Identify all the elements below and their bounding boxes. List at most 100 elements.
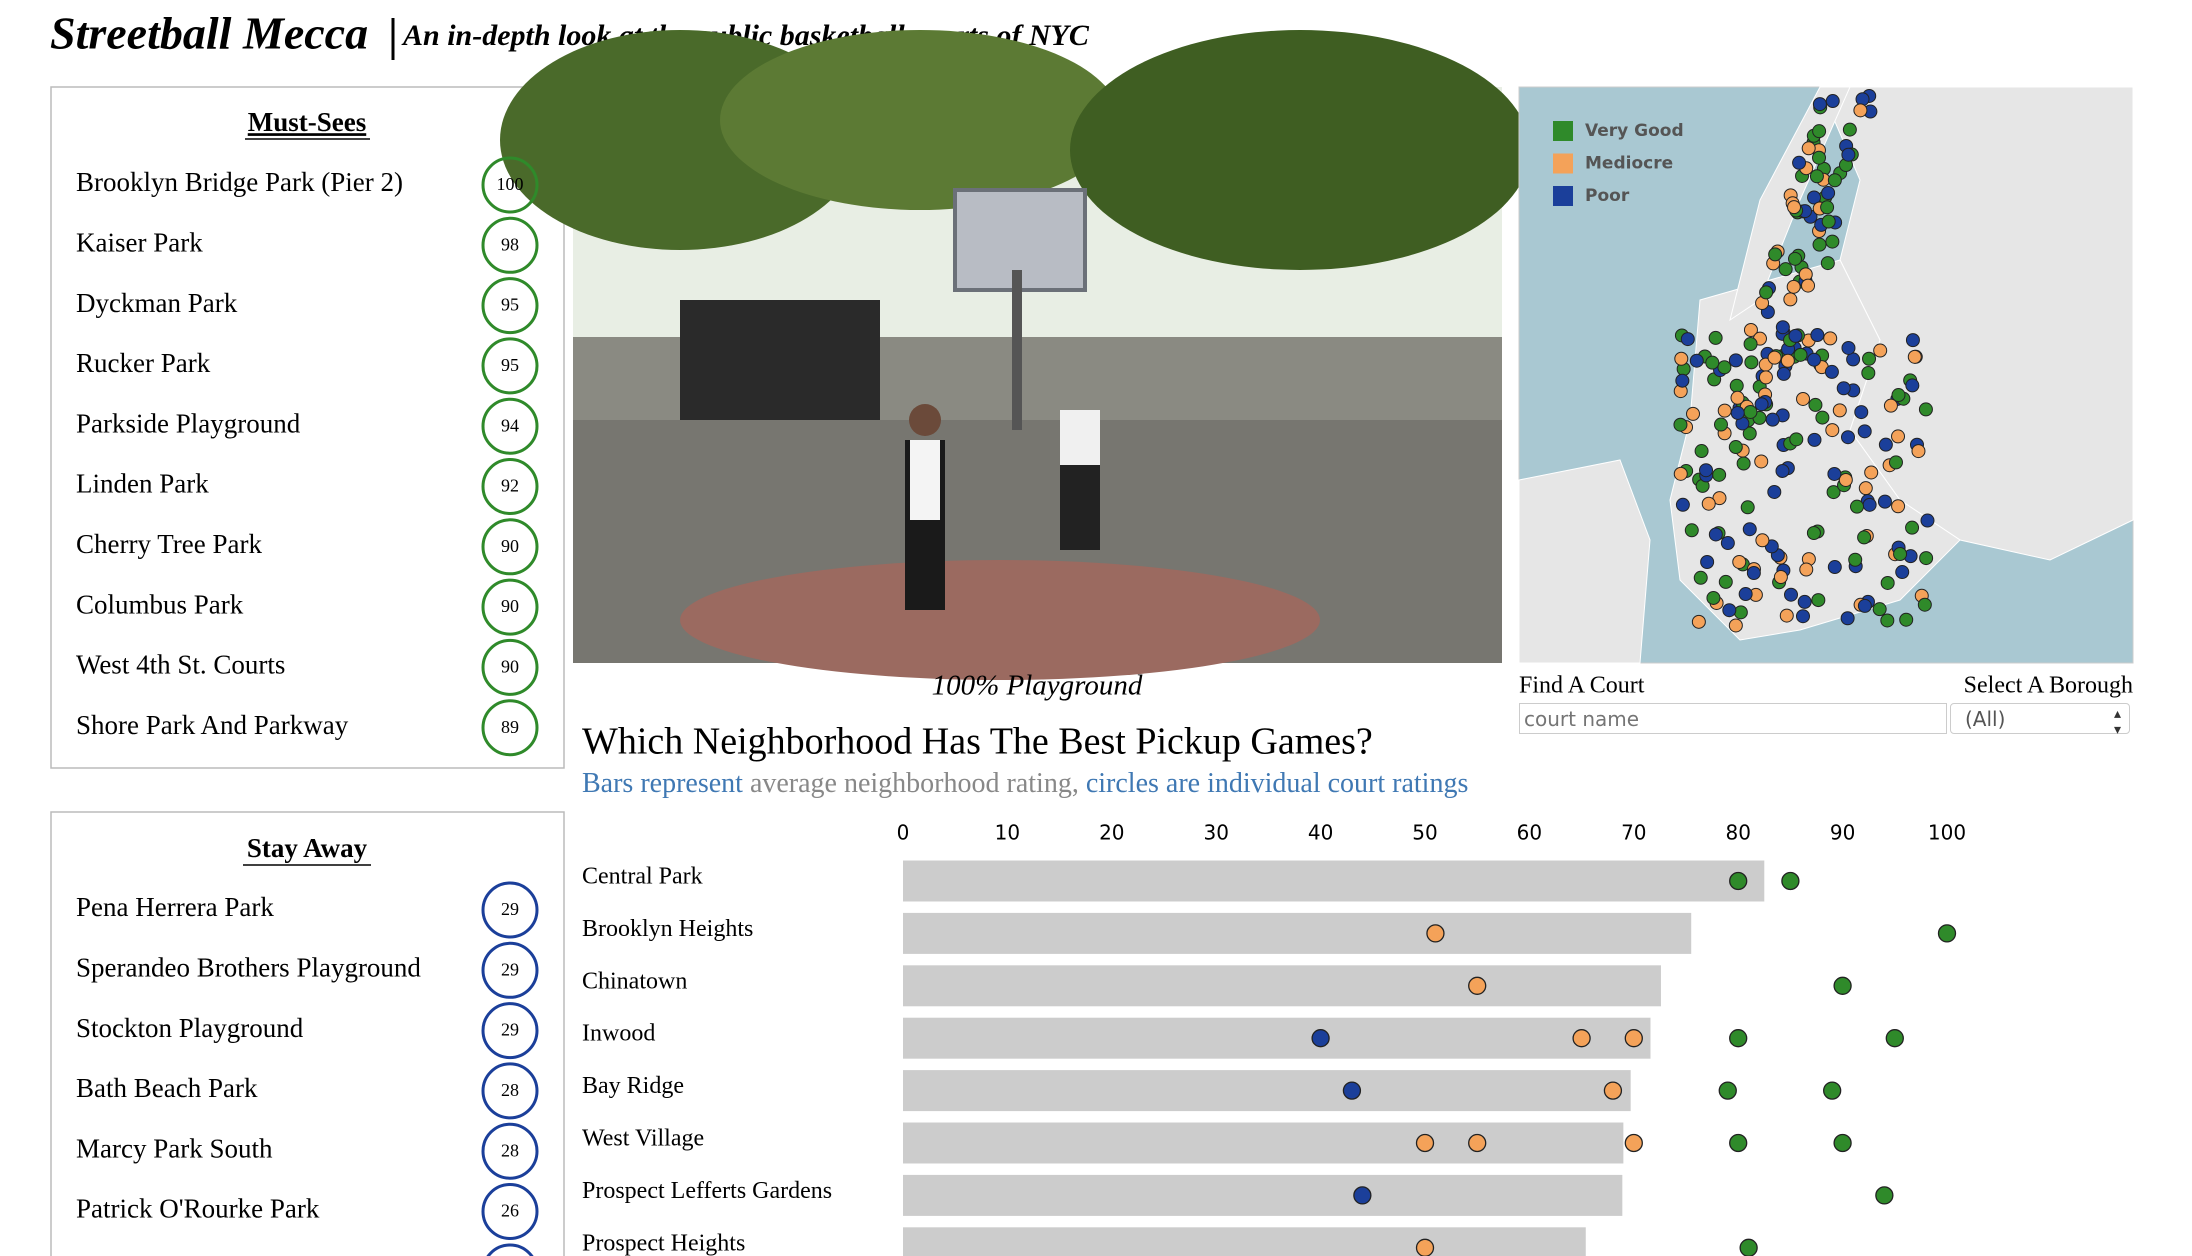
map-dot (1717, 403, 1732, 418)
map-dot (1812, 124, 1827, 139)
x-tick-label: 70 (1621, 821, 1646, 845)
map-dot (1899, 612, 1914, 627)
map-dot (1728, 618, 1743, 633)
court-search-input[interactable] (1519, 703, 1947, 734)
map-dot (1823, 331, 1838, 346)
map-dot (1853, 103, 1868, 118)
photo-caption: 100% Playground (932, 670, 1143, 702)
map-dot (1720, 536, 1735, 551)
map-dot (1673, 466, 1688, 481)
x-tick-label: 10 (995, 821, 1020, 845)
map-dot (1784, 587, 1799, 602)
map-dot (1854, 405, 1869, 420)
court-name: Parkside Playground (76, 408, 301, 438)
court-dot (1572, 1029, 1591, 1048)
court-dot (1885, 1029, 1904, 1048)
map-dot (1893, 547, 1908, 562)
court-name: Linden Park (76, 469, 209, 499)
bar (903, 965, 1661, 1007)
bar (903, 1174, 1623, 1216)
map-dot (1832, 403, 1847, 418)
map-dot (1694, 444, 1709, 459)
map-dot (1718, 574, 1733, 589)
court-score: 90 (501, 657, 519, 677)
map-dot (1779, 608, 1794, 623)
map-dot (1795, 609, 1810, 624)
map-dot (1801, 141, 1816, 156)
map-dot (1858, 481, 1873, 496)
x-tick-label: 0 (897, 821, 910, 845)
map-dot (1848, 552, 1863, 567)
court-name: Stockton Playground (76, 1013, 304, 1043)
court-dot (1833, 1133, 1852, 1153)
court-dot (1875, 1186, 1894, 1205)
map-dot (1673, 417, 1688, 432)
map-dot (1742, 522, 1757, 537)
court-score: 90 (501, 536, 519, 556)
score-circle (481, 1183, 539, 1240)
stay-away-heading: Stay Away (247, 833, 368, 863)
map-dot (1841, 147, 1856, 162)
map-dot (1765, 412, 1780, 427)
map-dot (1905, 333, 1920, 348)
map-dot (1783, 292, 1798, 307)
map-dot (1689, 353, 1704, 368)
y-tick-label: Central Park (582, 864, 703, 890)
bar (903, 860, 1765, 902)
map-dot (1730, 390, 1745, 405)
court-name: Kaiser Park (76, 228, 203, 258)
court-score: 98 (501, 234, 519, 254)
bar (903, 912, 1692, 954)
subtitle-part: average neighborhood rating, (743, 768, 1086, 799)
court-dot (1468, 976, 1487, 995)
map-dot (1793, 347, 1808, 362)
legend-label: Poor (1585, 186, 1630, 206)
map-dot (1675, 497, 1690, 512)
map-dot (1838, 472, 1853, 487)
bar (903, 1122, 1624, 1164)
map-dot (1728, 440, 1743, 455)
map-dot (1758, 370, 1773, 385)
map-dot (1919, 551, 1934, 566)
map-dot (1754, 397, 1769, 412)
court-dot (1729, 1133, 1748, 1153)
must-sees-panel (50, 86, 565, 769)
court-name: Patrick O'Rourke Park (76, 1194, 320, 1224)
court-dot (1823, 1081, 1842, 1100)
court-name: Cherry Tree Park (76, 529, 262, 559)
court-score: 100 (497, 174, 524, 194)
court-dot (1603, 1081, 1623, 1100)
map-dot (1788, 328, 1803, 343)
map-dot (1775, 463, 1790, 478)
map-dot (1917, 597, 1932, 612)
map-dot (1907, 349, 1922, 364)
map-dot (1918, 402, 1933, 417)
score-circle (481, 458, 539, 515)
map-dot (1880, 613, 1895, 628)
map-dot (1872, 602, 1887, 617)
map-dot (1841, 340, 1856, 355)
find-court-label: Find A Court (1519, 673, 1645, 699)
score-circle (481, 156, 539, 214)
map-dot (1812, 237, 1827, 252)
court-score: 90 (501, 596, 519, 616)
x-tick-label: 40 (1308, 821, 1333, 845)
map-dot (1911, 444, 1926, 459)
court-dot (1729, 1029, 1748, 1048)
map-dot (1807, 352, 1822, 367)
must-sees-heading: Must-Sees (248, 107, 366, 137)
score-circle (481, 1122, 539, 1180)
y-tick-label: Inwood (582, 1021, 655, 1047)
bar (903, 1017, 1651, 1059)
score-circle (481, 941, 539, 999)
map-dot (1708, 330, 1723, 345)
map-dot (1891, 388, 1906, 403)
court-score: 89 (501, 717, 519, 737)
subtitle-part: Bars represent (582, 768, 743, 799)
score-circle (481, 881, 539, 939)
borough-select[interactable]: (All) ▴ ▾ (1950, 703, 2130, 738)
map-dot (1787, 200, 1802, 215)
legend-swatch (1553, 186, 1573, 206)
court-name: Shore Park And Parkway (76, 710, 349, 740)
